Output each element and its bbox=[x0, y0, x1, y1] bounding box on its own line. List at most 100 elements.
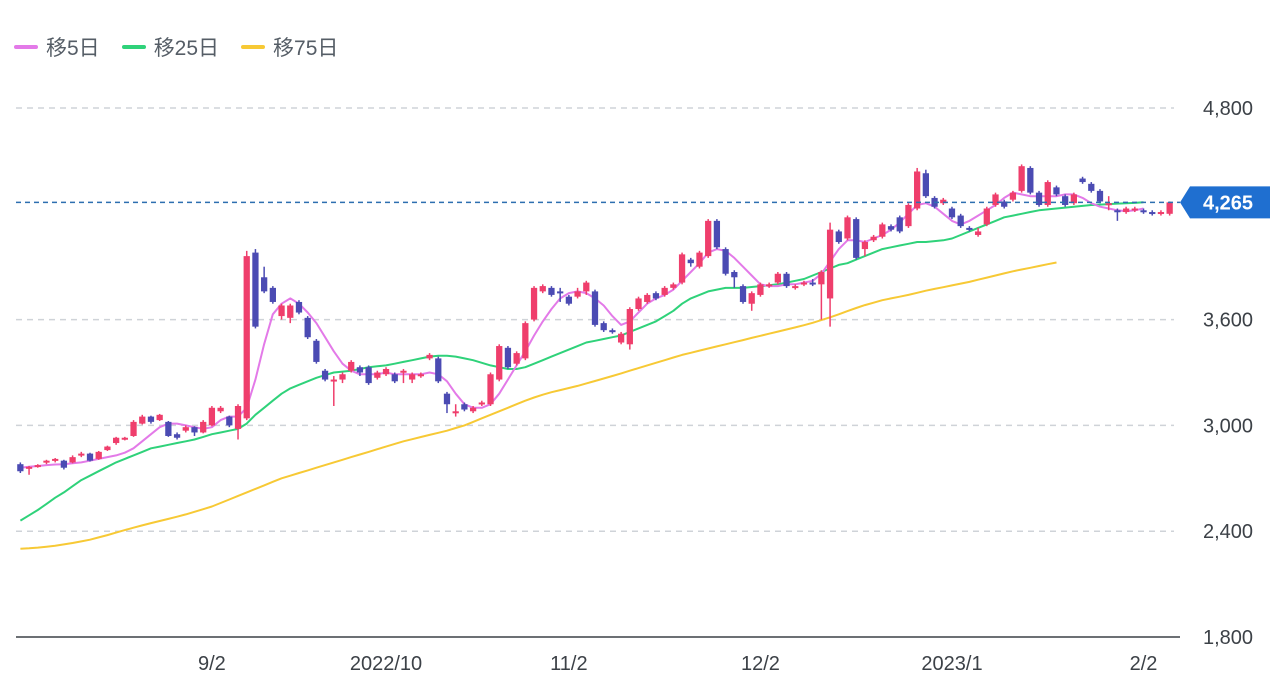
candle-body bbox=[356, 367, 364, 373]
candle bbox=[992, 192, 999, 207]
candle bbox=[391, 372, 398, 384]
candle bbox=[539, 284, 546, 294]
candle-body bbox=[348, 361, 355, 371]
candle-body bbox=[252, 252, 259, 327]
candle bbox=[626, 307, 633, 350]
candle-body bbox=[905, 204, 912, 227]
candle-body bbox=[835, 231, 842, 243]
candle bbox=[356, 365, 364, 377]
candle bbox=[905, 203, 912, 228]
candle bbox=[853, 217, 860, 260]
legend-item-ma75[interactable]: 移75日 bbox=[241, 32, 338, 62]
candle-body bbox=[844, 217, 851, 239]
candle bbox=[1122, 206, 1130, 214]
candle-body bbox=[17, 464, 24, 472]
candle bbox=[826, 222, 834, 327]
candle-body bbox=[1035, 192, 1043, 205]
candle-body bbox=[278, 305, 285, 317]
candle bbox=[652, 291, 660, 301]
candle-body bbox=[25, 466, 33, 469]
candle-body bbox=[200, 421, 207, 433]
candle bbox=[966, 226, 973, 232]
candle bbox=[1166, 201, 1173, 216]
x-axis: 9/2 2022/10 11/2 12/2 2023/1 2/2 bbox=[16, 636, 1180, 675]
legend-label-ma5: 移5日 bbox=[46, 37, 100, 60]
candle bbox=[748, 291, 755, 311]
candle bbox=[922, 169, 929, 198]
candle-body bbox=[156, 414, 163, 421]
candle-body bbox=[130, 421, 137, 436]
candle bbox=[269, 286, 276, 304]
candle-body bbox=[748, 293, 755, 304]
x-tick-label: 2/2 bbox=[1130, 653, 1158, 675]
candle-body bbox=[1079, 178, 1086, 183]
candle bbox=[496, 344, 503, 382]
candle bbox=[861, 240, 869, 257]
candle bbox=[818, 270, 825, 320]
legend-label-ma25: 移25日 bbox=[153, 37, 220, 60]
candle-body bbox=[792, 286, 799, 289]
candle-body bbox=[147, 416, 155, 422]
candle-body bbox=[469, 407, 477, 412]
candle-body bbox=[687, 259, 694, 264]
candle bbox=[644, 293, 651, 304]
candle bbox=[600, 321, 607, 332]
candle-body bbox=[617, 333, 625, 343]
candle bbox=[739, 284, 747, 304]
candle bbox=[914, 167, 921, 211]
candle bbox=[957, 213, 964, 228]
candle bbox=[121, 436, 128, 441]
candle bbox=[278, 303, 285, 320]
candle bbox=[130, 420, 137, 437]
candle bbox=[252, 249, 259, 329]
candle-body bbox=[513, 353, 520, 364]
candle-body bbox=[957, 215, 964, 227]
legend-item-ma5[interactable]: 移5日 bbox=[14, 32, 100, 62]
candle bbox=[182, 425, 189, 433]
candle bbox=[330, 376, 337, 407]
candle-body bbox=[112, 437, 120, 444]
candle bbox=[722, 247, 729, 276]
candle bbox=[1009, 190, 1017, 202]
candle bbox=[43, 459, 50, 465]
candle-body bbox=[705, 220, 712, 257]
candle bbox=[800, 280, 808, 287]
candle-body bbox=[461, 404, 468, 410]
candle bbox=[835, 229, 842, 244]
legend-swatch-ma75 bbox=[241, 45, 266, 49]
candle bbox=[887, 224, 895, 232]
candle bbox=[469, 406, 477, 414]
candle-body bbox=[879, 224, 886, 237]
legend-swatch-ma25 bbox=[121, 45, 146, 49]
candle-body bbox=[914, 171, 921, 209]
candle-body bbox=[43, 460, 50, 463]
y-tick-label: 1,800 bbox=[1203, 627, 1253, 649]
candle bbox=[1096, 189, 1104, 204]
candle-body bbox=[295, 301, 303, 313]
candle-body bbox=[1027, 167, 1034, 193]
candle bbox=[1114, 208, 1121, 221]
candle bbox=[339, 372, 346, 384]
candle-body bbox=[826, 229, 834, 299]
candle bbox=[261, 266, 268, 294]
candle bbox=[452, 404, 459, 417]
candle bbox=[948, 206, 956, 220]
candle bbox=[678, 252, 686, 285]
candle-body bbox=[539, 286, 546, 292]
candle bbox=[217, 406, 224, 414]
candle-body bbox=[409, 374, 416, 380]
candle-body bbox=[800, 282, 808, 285]
candle bbox=[983, 206, 990, 227]
legend-item-ma25[interactable]: 移25日 bbox=[121, 32, 220, 62]
candle-body bbox=[565, 296, 573, 304]
y-tick-label: 2,400 bbox=[1203, 521, 1253, 543]
candle bbox=[25, 465, 33, 475]
candle bbox=[365, 365, 372, 385]
candle bbox=[1062, 194, 1069, 207]
candle-body bbox=[1114, 210, 1121, 213]
candle-body bbox=[626, 309, 633, 345]
candle-body bbox=[443, 393, 451, 405]
legend-label-ma75: 移75日 bbox=[273, 37, 339, 60]
candle-body bbox=[69, 457, 76, 463]
